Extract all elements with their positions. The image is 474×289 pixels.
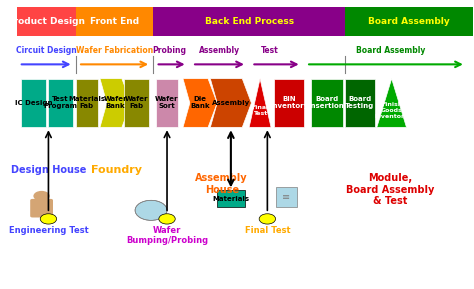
FancyBboxPatch shape [276, 188, 297, 208]
Text: Materials: Materials [212, 196, 249, 202]
Text: Product Design: Product Design [7, 17, 85, 26]
Text: Board Assembly: Board Assembly [368, 17, 450, 26]
Text: Test
Program: Test Program [43, 97, 77, 110]
FancyBboxPatch shape [155, 79, 178, 127]
PathPatch shape [100, 79, 131, 127]
Text: Assembly
House: Assembly House [195, 173, 248, 195]
Text: Foundry: Foundry [91, 164, 142, 175]
FancyBboxPatch shape [345, 7, 473, 36]
Circle shape [40, 214, 57, 224]
FancyBboxPatch shape [310, 79, 343, 127]
PathPatch shape [210, 79, 251, 127]
Text: Engineering Test: Engineering Test [9, 226, 88, 235]
Circle shape [159, 214, 175, 224]
Circle shape [259, 214, 275, 224]
FancyBboxPatch shape [30, 199, 53, 218]
PathPatch shape [183, 79, 217, 127]
Text: Finish
Goods
Inventory: Finish Goods Inventory [374, 102, 409, 118]
FancyBboxPatch shape [217, 190, 245, 208]
Text: Back End Process: Back End Process [205, 17, 294, 26]
FancyBboxPatch shape [76, 79, 98, 127]
Text: Probing: Probing [152, 46, 186, 55]
FancyBboxPatch shape [274, 79, 304, 127]
Text: Wafer
Bank: Wafer Bank [104, 97, 127, 110]
Text: Final Test: Final Test [245, 226, 290, 235]
Text: Materials
Fab: Materials Fab [68, 97, 105, 110]
Circle shape [33, 191, 50, 201]
FancyBboxPatch shape [345, 79, 374, 127]
FancyBboxPatch shape [47, 79, 73, 127]
Text: Wafer Fabrication: Wafer Fabrication [76, 46, 153, 55]
Text: BIN
Inventory: BIN Inventory [270, 97, 308, 110]
Circle shape [135, 200, 167, 220]
Text: Board Assembly: Board Assembly [356, 46, 425, 55]
Text: Design House: Design House [11, 164, 86, 175]
PathPatch shape [249, 79, 271, 127]
Text: Test: Test [261, 46, 279, 55]
Text: Final
Test: Final Test [252, 105, 269, 116]
Text: Front End: Front End [90, 17, 139, 26]
FancyBboxPatch shape [154, 7, 345, 36]
Text: Assembly: Assembly [199, 46, 240, 55]
FancyBboxPatch shape [21, 79, 46, 127]
FancyBboxPatch shape [76, 7, 154, 36]
Text: Board
Testing: Board Testing [345, 97, 374, 110]
Text: IC Design: IC Design [15, 100, 52, 106]
Text: Die
Bank: Die Bank [190, 97, 210, 110]
Text: Module,
Board Assembly
& Test: Module, Board Assembly & Test [346, 173, 435, 206]
FancyBboxPatch shape [124, 79, 149, 127]
Text: Wafer
Fab: Wafer Fab [125, 97, 148, 110]
Text: ≡: ≡ [283, 192, 291, 203]
Text: Wafer
Sort: Wafer Sort [155, 97, 178, 110]
Text: Assembly: Assembly [212, 100, 250, 106]
Text: Wafer
Bumping/Probing: Wafer Bumping/Probing [126, 226, 208, 245]
FancyBboxPatch shape [17, 7, 76, 36]
PathPatch shape [377, 79, 407, 127]
Text: Circuit Design: Circuit Design [16, 46, 76, 55]
Text: Board
Insertion: Board Insertion [309, 97, 345, 110]
